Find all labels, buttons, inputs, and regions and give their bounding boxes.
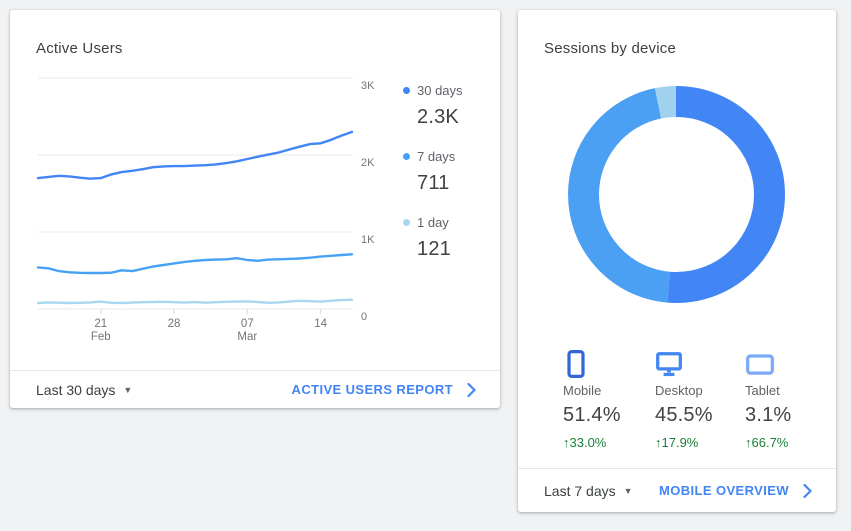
mobile-overview-link[interactable]: MOBILE OVERVIEW (659, 483, 812, 498)
link-label: MOBILE OVERVIEW (659, 483, 789, 498)
legend-value: 121 (417, 238, 451, 260)
device-stat-desktop: Desktop 45.5% ↑17.9% (655, 350, 741, 450)
svg-text:Mar: Mar (237, 331, 257, 343)
device-share: 3.1% (745, 404, 792, 426)
svg-text:14: 14 (314, 318, 327, 330)
svg-text:21: 21 (94, 318, 107, 330)
legend-label: 7 days (417, 149, 456, 164)
sessions-footer: Last 7 days ▼ MOBILE OVERVIEW (518, 468, 836, 512)
device-label: Tablet (745, 383, 780, 398)
legend-dot-30-days-icon (403, 87, 410, 94)
card-title-sessions: Sessions by device (544, 40, 677, 57)
active-users-report-link[interactable]: ACTIVE USERS REPORT (292, 382, 476, 397)
svg-text:28: 28 (168, 318, 181, 330)
legend-item-1-day: 1 day 121 (403, 215, 451, 261)
dropdown-caret-icon: ▼ (623, 485, 633, 496)
svg-text:0: 0 (361, 311, 367, 323)
smartphone-icon (563, 350, 649, 378)
device-label: Mobile (563, 383, 602, 398)
date-range-label: Last 7 days (544, 482, 616, 499)
device-share: 45.5% (655, 404, 713, 426)
svg-text:07: 07 (241, 318, 254, 330)
chevron-right-icon[interactable] (803, 483, 812, 498)
legend-value: 711 (417, 172, 450, 194)
device-label: Desktop (655, 383, 703, 398)
device-stat-tablet: Tablet 3.1% ↑66.7% (745, 350, 831, 450)
donut-slice-mobile[interactable] (568, 86, 785, 303)
legend-item-7-days: 7 days 711 (403, 149, 455, 195)
svg-text:3K: 3K (361, 80, 375, 92)
device-delta: ↑33.0% (563, 435, 607, 450)
date-range-dropdown[interactable]: Last 30 days ▼ (36, 382, 132, 398)
active-users-card: 0 1K 2K 3K 21 Feb 28 07 Mar 14 Active Users 30 da… (10, 10, 500, 408)
device-delta: ↑17.9% (655, 435, 699, 450)
link-label: ACTIVE USERS REPORT (291, 382, 453, 397)
legend-value: 2.3K (417, 106, 459, 128)
active-users-footer: Last 30 days ▼ ACTIVE USERS REPORT (10, 370, 500, 408)
legend-dot-7-days-icon (403, 153, 410, 160)
device-share: 51.4% (563, 404, 621, 426)
legend-item-30-days: 30 days 2.3K (403, 83, 463, 129)
chevron-right-icon[interactable] (467, 382, 476, 397)
card-title-active-users: Active Users (36, 40, 123, 57)
svg-text:1K: 1K (361, 234, 375, 246)
svg-text:2K: 2K (361, 157, 375, 169)
desktop-icon (655, 350, 741, 378)
svg-text:Feb: Feb (91, 331, 111, 343)
sessions-by-device-card: Sessions by device Mobile 51.4% ↑33.0% D… (518, 10, 836, 512)
tablet-icon (745, 350, 831, 378)
donut-slice-desktop[interactable] (568, 86, 785, 303)
dropdown-caret-icon: ▼ (123, 384, 133, 395)
sessions-donut-chart[interactable] (518, 10, 836, 340)
legend-label: 1 day (417, 215, 449, 230)
date-range-dropdown[interactable]: Last 7 days ▼ (544, 483, 633, 499)
device-delta: ↑66.7% (745, 435, 789, 450)
device-stat-mobile: Mobile 51.4% ↑33.0% (563, 350, 649, 450)
legend-dot-1-day-icon (403, 219, 410, 226)
date-range-label: Last 30 days (36, 381, 116, 398)
legend-label: 30 days (417, 83, 463, 98)
